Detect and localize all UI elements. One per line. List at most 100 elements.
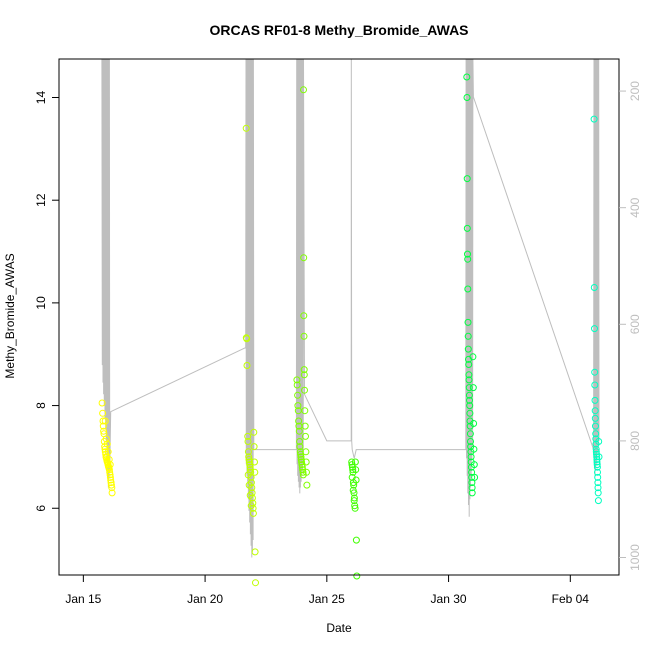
x-tick-label: Jan 15 xyxy=(65,592,101,606)
data-point xyxy=(300,86,307,94)
data-point xyxy=(463,224,471,232)
data-point xyxy=(591,414,599,422)
data-point xyxy=(103,440,111,448)
data-point xyxy=(106,461,114,469)
data-point xyxy=(592,445,600,453)
data-point xyxy=(102,435,110,443)
data-point xyxy=(302,458,310,466)
data-point xyxy=(468,473,476,481)
data-point xyxy=(591,368,599,376)
data-point xyxy=(108,484,116,492)
x-tick-label: Jan 25 xyxy=(309,592,345,606)
data-point xyxy=(470,461,478,469)
data-point xyxy=(468,484,476,492)
data-point xyxy=(467,438,474,445)
data-point xyxy=(594,497,602,505)
data-point xyxy=(98,399,106,407)
data-points-layer xyxy=(98,73,603,587)
data-point xyxy=(301,422,309,430)
data-point xyxy=(107,481,115,489)
data-point xyxy=(243,335,251,343)
data-point xyxy=(466,402,474,410)
series-rf06 xyxy=(590,115,603,505)
data-point xyxy=(590,284,598,291)
data-point xyxy=(250,443,258,451)
data-point xyxy=(105,466,113,474)
data-point xyxy=(303,481,311,489)
data-point xyxy=(466,396,473,404)
data-point xyxy=(465,371,473,379)
data-point xyxy=(106,473,114,481)
data-point xyxy=(293,376,301,384)
y2-tick-label: 400 xyxy=(628,197,642,217)
data-point xyxy=(296,443,304,451)
data-point xyxy=(594,484,602,492)
data-point xyxy=(251,548,259,556)
data-point xyxy=(294,402,302,410)
data-point xyxy=(249,509,257,517)
data-point xyxy=(252,579,259,587)
data-point xyxy=(595,438,603,445)
data-point xyxy=(244,448,252,456)
data-point xyxy=(293,381,301,389)
data-point xyxy=(593,463,601,471)
data-point xyxy=(299,468,307,476)
data-point xyxy=(107,476,115,484)
data-point xyxy=(301,386,308,394)
data-point xyxy=(295,417,303,425)
data-point xyxy=(591,407,599,415)
data-point xyxy=(245,456,253,463)
data-point xyxy=(300,371,308,379)
data-point xyxy=(464,285,472,293)
series-rf01 xyxy=(98,399,116,497)
y2-tick-label: 800 xyxy=(628,431,642,451)
data-point xyxy=(591,396,599,404)
series-rf02 xyxy=(242,124,259,587)
data-point xyxy=(594,473,602,481)
data-point xyxy=(593,453,601,461)
data-point xyxy=(590,115,598,123)
data-point xyxy=(464,250,471,258)
data-point xyxy=(99,417,107,425)
data-point xyxy=(467,453,475,461)
series-rf03 xyxy=(293,86,311,489)
data-point xyxy=(350,497,358,505)
data-point xyxy=(294,391,302,399)
data-point xyxy=(465,391,473,399)
data-point xyxy=(300,366,308,374)
chart-title: ORCAS RF01-8 Methy_Bromide_AWAS xyxy=(209,22,468,38)
data-point xyxy=(296,438,304,445)
data-point xyxy=(106,471,114,479)
data-point xyxy=(351,504,359,512)
data-point xyxy=(246,463,254,471)
data-point xyxy=(592,430,600,438)
x-tick-label: Jan 30 xyxy=(431,592,467,606)
y-tick-label: 6 xyxy=(34,505,48,512)
data-point xyxy=(353,572,361,580)
data-point xyxy=(463,73,471,81)
data-point xyxy=(251,468,259,476)
data-point xyxy=(469,384,477,392)
data-point xyxy=(244,471,252,479)
data-point xyxy=(469,353,477,361)
data-point xyxy=(470,420,478,427)
data-point xyxy=(464,255,472,263)
data-point xyxy=(244,438,252,445)
data-point xyxy=(105,456,113,463)
x-tick-label: Jan 20 xyxy=(187,592,223,606)
y-axis-label: Methy_Bromide_AWAS xyxy=(3,253,17,378)
data-point xyxy=(250,428,258,436)
data-point xyxy=(300,332,308,340)
y-tick-label: 8 xyxy=(34,402,48,409)
data-point xyxy=(245,458,253,466)
data-point xyxy=(295,427,303,435)
data-point xyxy=(301,407,309,415)
data-point xyxy=(464,332,472,340)
data-point xyxy=(106,468,114,476)
y-tick-label: 14 xyxy=(34,91,48,105)
y-tick-label: 10 xyxy=(34,296,48,310)
pressure-trace-line xyxy=(101,58,600,558)
data-point xyxy=(463,175,471,183)
data-point xyxy=(351,502,359,510)
